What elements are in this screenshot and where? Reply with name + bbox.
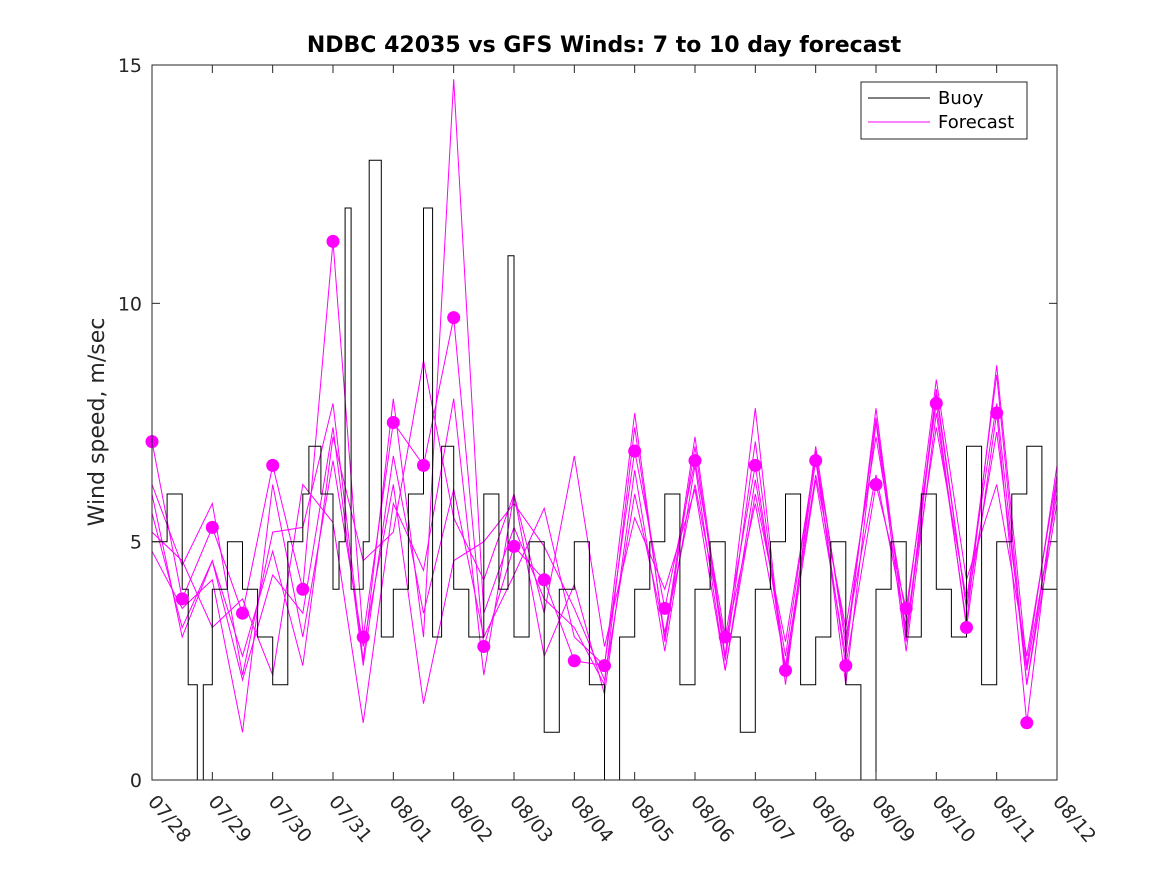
forecast-marker-21 [748, 458, 762, 472]
forecast-marker-26 [899, 601, 913, 615]
y-tick-label-15: 15 [118, 55, 142, 77]
forecast-marker-24 [839, 659, 853, 673]
chart-title: NDBC 42035 vs GFS Winds: 7 to 10 day for… [307, 33, 902, 58]
forecast-marker-12 [477, 640, 491, 653]
forecast-marker-29 [990, 406, 1004, 420]
forecast-marker-15 [567, 654, 581, 668]
y-tick-label-0: 0 [130, 770, 142, 792]
legend-box [860, 81, 1028, 140]
axes-frame [151, 64, 1058, 781]
forecast-marker-18 [658, 601, 672, 615]
legend-forecast-label: Forecast [938, 112, 1014, 133]
legend-buoy-label: Buoy [938, 88, 984, 109]
forecast-marker-5 [266, 458, 280, 472]
forecast-marker-17 [628, 444, 642, 458]
legend: Buoy Forecast [860, 81, 1028, 140]
forecast-marker-10 [417, 458, 430, 472]
forecast-marker-27 [929, 396, 943, 410]
forecast-marker-30 [1020, 716, 1034, 730]
forecast-marker-19 [688, 454, 702, 468]
buoy-line [152, 159, 1058, 781]
forecast-marker-20 [718, 630, 732, 644]
forecast-marker-8 [356, 630, 370, 644]
forecast-marker-7 [326, 234, 340, 248]
forecast-marker-6 [296, 582, 310, 596]
y-tick-label-10: 10 [118, 293, 142, 315]
forecast-marker-13 [507, 539, 521, 553]
forecast-marker-9 [386, 416, 400, 429]
forecast-marker-16 [598, 659, 611, 673]
y-tick-label-5: 5 [130, 532, 142, 554]
forecast-marker-22 [779, 663, 792, 677]
forecast-marker-28 [960, 621, 973, 634]
forecast-marker-14 [537, 573, 551, 587]
forecast-marker-25 [869, 478, 883, 491]
forecast-marker-11 [447, 311, 461, 325]
forecast-marker-4 [236, 606, 249, 620]
series-layer [145, 79, 1058, 781]
forecast-marker-2 [175, 592, 189, 606]
forecast-marker-23 [809, 454, 823, 468]
forecast-marker-3 [205, 520, 219, 534]
y-axis-label: Wind speed, m/sec [85, 318, 110, 527]
